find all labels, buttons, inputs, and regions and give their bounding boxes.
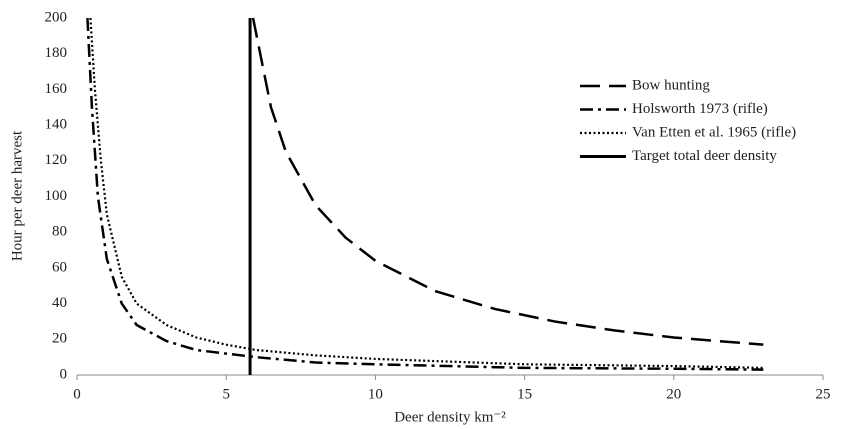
y-tick-label: 0 xyxy=(60,366,68,382)
x-axis-label: Deer density km⁻² xyxy=(394,409,506,425)
x-tick-label: 15 xyxy=(517,386,532,402)
y-axis-label: Hour per deer harvest xyxy=(9,130,25,261)
series-line xyxy=(89,17,764,369)
y-tick-label: 20 xyxy=(52,331,67,347)
y-tick-label: 60 xyxy=(52,259,67,275)
legend-label: Holsworth 1973 (rifle) xyxy=(632,101,768,117)
series-line xyxy=(86,17,764,371)
y-tick-label: 140 xyxy=(45,117,68,133)
y-tick-label: 160 xyxy=(45,81,68,97)
x-tick-label: 10 xyxy=(368,386,383,402)
y-tick-label: 180 xyxy=(45,45,68,61)
y-tick-label: 200 xyxy=(45,9,68,25)
legend-label: Target total deer density xyxy=(632,148,777,164)
y-tick-label: 80 xyxy=(52,224,67,240)
x-tick-label: 0 xyxy=(73,386,81,402)
x-tick-label: 20 xyxy=(666,386,681,402)
y-tick-label: 120 xyxy=(45,152,68,168)
y-tick-label: 100 xyxy=(45,188,68,204)
legend-label: Van Etten et al. 1965 (rifle) xyxy=(632,124,796,140)
y-tick-label: 40 xyxy=(52,295,67,311)
x-tick-label: 5 xyxy=(222,386,230,402)
series-line xyxy=(251,17,764,346)
x-tick-label: 25 xyxy=(816,386,831,402)
legend-label: Bow hunting xyxy=(632,77,710,93)
